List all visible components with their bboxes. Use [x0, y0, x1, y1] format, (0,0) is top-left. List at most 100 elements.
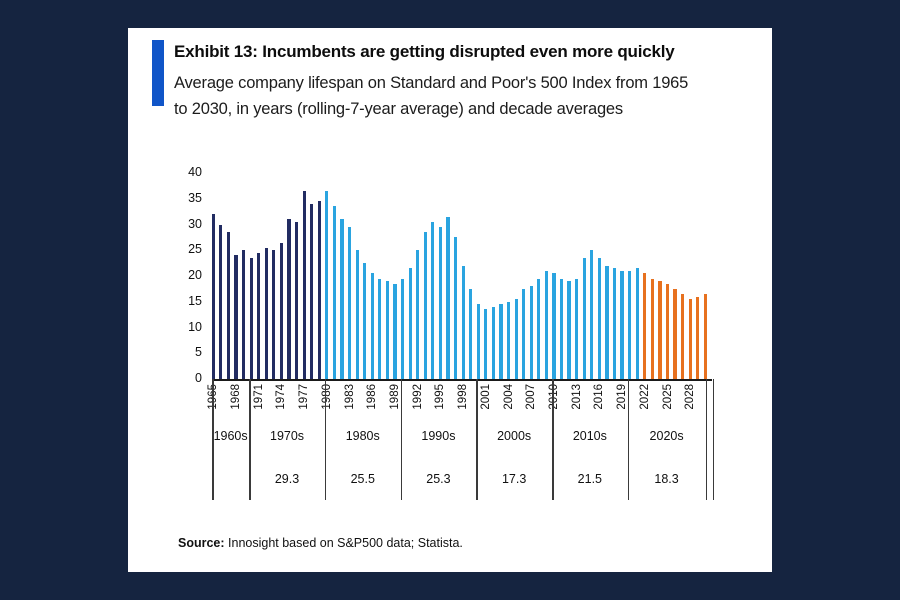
bar-2014 — [582, 257, 586, 379]
bar-2026 — [673, 288, 677, 379]
bar-1993 — [423, 232, 427, 379]
bar-2015 — [590, 250, 594, 379]
y-tick-15: 15 — [188, 293, 202, 308]
bar-1965 — [211, 214, 215, 379]
bar-2011 — [559, 278, 564, 379]
y-tick-0: 0 — [195, 371, 202, 385]
source-text: Innosight based on S&P500 data; Statista… — [224, 536, 463, 550]
bar-2017 — [605, 265, 609, 379]
bar-1997 — [453, 237, 458, 379]
decade-average-2010s: 21.5 — [577, 472, 603, 486]
y-tick-20: 20 — [188, 268, 202, 282]
bar-1974 — [279, 242, 284, 379]
plot-area — [211, 173, 712, 381]
decade-label-1980s: 1980s — [345, 429, 380, 443]
bar-2030 — [703, 294, 707, 379]
bar-1992 — [416, 250, 420, 379]
decade-label-1970s: 1970s — [270, 429, 305, 443]
bar-2007 — [529, 286, 533, 379]
bar-1988 — [385, 281, 389, 379]
bar-2020 — [628, 270, 632, 379]
bar-2023 — [650, 278, 654, 379]
decade-average-1990s: 25.3 — [426, 472, 451, 486]
decade-average-1970s: 29.3 — [274, 472, 300, 486]
bar-1982 — [340, 219, 344, 379]
bar-1996 — [446, 216, 450, 379]
bar-1977 — [302, 191, 306, 379]
bar-2000 — [476, 304, 480, 379]
bar-1984 — [355, 250, 359, 379]
exhibit-subtitle: Average company lifespan on Standard and… — [174, 70, 734, 122]
exhibit-card: Exhibit 13: Incumbents are getting disru… — [128, 28, 772, 572]
y-tick-35: 35 — [188, 190, 202, 205]
bar-2002 — [491, 306, 495, 379]
bar-1966 — [219, 224, 223, 379]
decade-table: 1960s 1970s 29.3 1980s 25.5 1990s 25.3 2000s 17.… — [212, 379, 722, 500]
decade-divider — [400, 379, 403, 500]
bar-2018 — [612, 268, 617, 379]
bar-2008 — [537, 278, 541, 379]
bar-1985 — [363, 263, 367, 379]
bar-2003 — [499, 304, 503, 379]
y-tick-10: 10 — [188, 319, 202, 334]
bar-2009 — [544, 270, 548, 379]
bar-2004 — [506, 301, 511, 379]
decade-label-2000s: 2000s — [497, 429, 532, 443]
decade-divider — [705, 379, 707, 500]
bar-1998 — [461, 265, 465, 379]
decade-average-2000s: 17.3 — [501, 472, 527, 486]
bar-2005 — [514, 299, 518, 379]
decade-divider — [552, 379, 554, 500]
source-label: Source: — [178, 536, 225, 550]
bar-2029 — [696, 296, 700, 379]
y-tick-25: 25 — [188, 242, 202, 257]
title-accent-bar — [152, 40, 164, 106]
bar-1975 — [287, 219, 291, 379]
bar-1983 — [347, 227, 352, 379]
bar-1969 — [241, 250, 246, 379]
exhibit-title: Exhibit 13: Incumbents are getting disru… — [174, 42, 675, 61]
bar-1990 — [400, 278, 405, 379]
bar-1979 — [317, 201, 321, 379]
bar-2016 — [597, 257, 601, 379]
bar-2021 — [635, 268, 639, 379]
bar-1967 — [226, 232, 231, 379]
bar-1994 — [431, 221, 435, 379]
bar-1989 — [393, 283, 397, 379]
bar-1970 — [249, 257, 253, 379]
bar-2024 — [658, 281, 662, 379]
bar-1976 — [294, 221, 299, 379]
decade-divider — [212, 379, 214, 500]
bar-1981 — [332, 206, 336, 379]
bar-2006 — [522, 288, 526, 379]
y-tick-5: 5 — [195, 345, 202, 360]
bar-2001 — [484, 309, 488, 379]
bar-2025 — [665, 283, 670, 379]
chart-end-line — [712, 379, 714, 500]
bar-1968 — [234, 255, 238, 379]
source-note: Source: Innosight based on S&P500 data; … — [178, 536, 463, 550]
decade-label-2020s: 2020s — [649, 429, 684, 443]
subtitle-line-2: to 2030, in years (rolling-7-year averag… — [174, 100, 623, 118]
decade-divider — [627, 379, 630, 500]
bar-1995 — [438, 227, 442, 379]
bar-1973 — [272, 250, 276, 379]
bar-1991 — [408, 268, 412, 379]
bar-1978 — [310, 203, 314, 379]
decade-divider — [476, 379, 478, 500]
bar-1972 — [264, 247, 268, 379]
decade-label-1960s: 1960s — [213, 429, 248, 443]
decade-average-1980s: 25.5 — [350, 472, 375, 486]
bar-2022 — [643, 273, 647, 379]
bar-2019 — [620, 270, 624, 379]
bar-2028 — [688, 299, 692, 379]
subtitle-line-1: Average company lifespan on Standard and… — [174, 74, 689, 92]
decade-label-2010s: 2010s — [572, 429, 607, 443]
bar-1971 — [257, 252, 261, 379]
bar-1999 — [469, 288, 473, 379]
bar-2012 — [567, 281, 571, 379]
bar-2010 — [552, 273, 556, 379]
bar-2013 — [575, 278, 579, 379]
